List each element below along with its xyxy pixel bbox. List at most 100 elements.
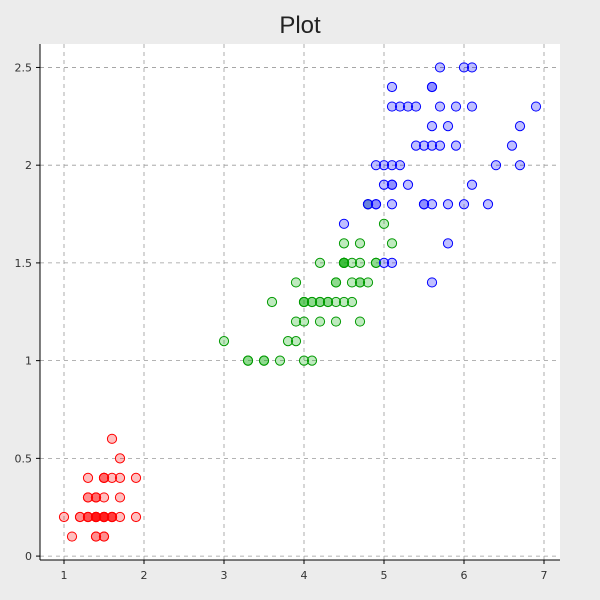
data-point-series-3	[378, 160, 390, 171]
y-tick-label: 2	[25, 159, 32, 172]
plot-area	[40, 44, 560, 560]
data-point-series-1	[98, 531, 110, 542]
data-point-series-1	[114, 492, 126, 503]
y-tick-label: 2.5	[15, 61, 33, 74]
data-point-series-3	[378, 179, 390, 190]
data-point-series-3	[466, 101, 478, 112]
data-point-series-2	[338, 257, 350, 269]
data-point-series-2	[298, 355, 310, 366]
y-tick-label: 1.5	[15, 257, 33, 270]
x-tick-label: 1	[61, 569, 68, 582]
data-point-series-3	[426, 277, 438, 288]
x-tick-label: 4	[301, 569, 308, 582]
data-point-series-3	[386, 160, 398, 171]
data-point-series-3	[378, 257, 390, 269]
data-point-series-3	[514, 120, 526, 132]
data-point-series-3	[426, 199, 438, 210]
data-point-series-3	[458, 199, 470, 210]
data-point-series-2	[370, 257, 382, 269]
data-point-series-2	[378, 218, 390, 229]
data-point-series-1	[82, 511, 94, 523]
data-point-series-2	[338, 238, 350, 249]
data-point-series-2	[346, 296, 358, 308]
data-point-series-3	[394, 160, 406, 171]
data-point-series-2	[290, 277, 302, 288]
data-point-series-3	[450, 101, 462, 112]
data-point-series-2	[338, 296, 350, 308]
data-point-series-3	[442, 238, 454, 249]
data-point-series-1	[98, 511, 110, 523]
chart-title: Plot	[279, 12, 321, 39]
data-point-series-2	[346, 257, 358, 269]
data-point-series-1	[82, 492, 94, 503]
data-point-series-1	[90, 531, 102, 542]
data-point-series-3	[402, 179, 414, 190]
data-point-series-1	[130, 472, 142, 484]
data-point-series-2	[330, 316, 342, 327]
data-point-series-3	[426, 81, 438, 93]
data-point-series-2	[354, 257, 366, 269]
data-point-series-1	[106, 511, 118, 523]
data-point-series-3	[466, 62, 478, 73]
data-point-series-2	[322, 296, 334, 308]
x-tick-label: 3	[221, 569, 228, 582]
data-point-series-3	[370, 160, 382, 171]
data-point-series-2	[354, 277, 366, 288]
data-point-series-2	[290, 316, 302, 327]
data-point-series-2	[314, 257, 326, 269]
data-point-series-2	[354, 238, 366, 249]
data-point-series-3	[386, 81, 398, 93]
data-point-series-2	[282, 335, 294, 347]
data-point-series-3	[426, 140, 438, 151]
data-point-series-2	[386, 238, 398, 249]
data-point-series-1	[98, 472, 110, 484]
y-tick-label: 0.5	[15, 452, 33, 465]
data-point-series-3	[514, 160, 526, 171]
data-point-series-2	[242, 355, 254, 366]
data-point-series-3	[482, 199, 494, 210]
data-point-series-3	[386, 257, 398, 269]
data-point-series-2	[306, 355, 318, 366]
data-point-series-2	[266, 296, 278, 308]
data-point-series-2	[362, 277, 374, 288]
data-point-series-3	[394, 101, 406, 112]
data-point-series-3	[458, 62, 470, 73]
x-tick-label: 2	[141, 569, 148, 582]
data-point-series-2	[314, 316, 326, 327]
data-point-series-1	[130, 511, 142, 523]
data-point-series-1	[114, 472, 126, 484]
data-point-series-1	[58, 511, 70, 523]
data-point-series-2	[330, 296, 342, 308]
data-point-series-3	[530, 101, 542, 112]
data-point-series-3	[442, 199, 454, 210]
data-point-series-1	[74, 511, 86, 523]
data-point-series-3	[442, 120, 454, 132]
data-point-series-2	[298, 296, 310, 308]
data-point-series-1	[106, 433, 118, 444]
data-point-series-2	[298, 316, 310, 327]
data-point-series-2	[354, 316, 366, 327]
data-point-series-3	[362, 199, 374, 210]
data-point-series-3	[410, 101, 422, 112]
data-point-series-2	[274, 355, 286, 366]
data-point-series-1	[90, 492, 102, 503]
data-point-series-3	[338, 218, 350, 229]
data-point-series-3	[402, 101, 414, 112]
data-point-series-1	[82, 472, 94, 484]
data-point-series-2	[290, 335, 302, 347]
y-tick-label: 1	[25, 355, 32, 368]
data-point-series-3	[466, 179, 478, 190]
x-tick-label: 5	[381, 569, 388, 582]
data-point-series-3	[490, 160, 502, 171]
data-point-series-3	[434, 101, 446, 112]
data-point-series-3	[434, 62, 446, 73]
data-point-series-1	[98, 492, 110, 503]
x-tick-label: 7	[541, 569, 548, 582]
data-point-series-1	[90, 511, 102, 523]
data-point-series-3	[370, 199, 382, 210]
data-point-series-3	[450, 140, 462, 151]
data-point-series-3	[418, 140, 430, 151]
data-point-series-1	[66, 531, 78, 542]
